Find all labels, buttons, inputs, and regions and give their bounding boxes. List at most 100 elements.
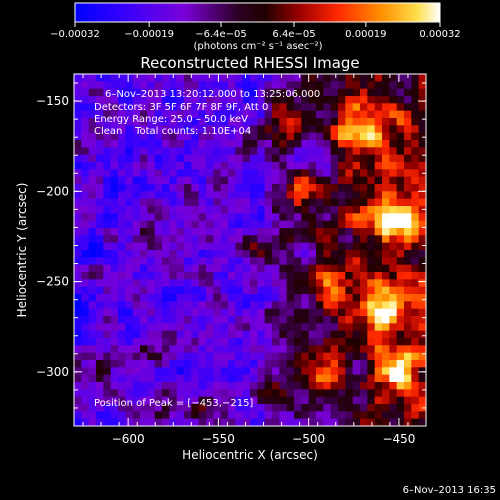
heatmap-cell — [81, 206, 90, 214]
heatmap-cell — [250, 352, 258, 361]
heatmap-cell — [374, 206, 383, 214]
heatmap-cell — [132, 154, 141, 163]
heatmap-cell — [374, 154, 383, 163]
heatmap-cell — [294, 411, 302, 420]
heatmap-cell — [140, 345, 148, 354]
heatmap-cell — [345, 103, 354, 112]
heatmap-cell — [220, 418, 229, 426]
heatmap-cell — [96, 360, 104, 368]
heatmap-cell — [345, 88, 354, 97]
heatmap-cell — [382, 352, 390, 361]
heatmap-cell — [96, 198, 104, 207]
heatmap-cell — [242, 250, 251, 258]
heatmap-cell — [389, 147, 398, 156]
heatmap-cell — [81, 367, 90, 376]
heatmap-cell — [279, 323, 288, 332]
heatmap-cell — [96, 140, 104, 148]
heatmap-cell — [81, 140, 90, 148]
heatmap-cell — [74, 110, 82, 119]
heatmap-cell — [198, 103, 207, 112]
heatmap-cell — [345, 140, 354, 148]
heatmap-cell — [330, 308, 339, 317]
heatmap-cell — [169, 330, 178, 339]
heatmap-cell — [323, 360, 332, 368]
heatmap-cell — [184, 374, 192, 383]
heatmap-cell — [88, 88, 97, 97]
heatmap-cell — [198, 169, 207, 178]
heatmap-cell — [162, 140, 170, 148]
heatmap-cell — [374, 132, 383, 141]
heatmap-cell — [272, 81, 280, 90]
heatmap-cell — [404, 220, 412, 229]
heatmap-cell — [367, 264, 376, 273]
heatmap-cell — [147, 118, 156, 126]
heatmap-cell — [286, 213, 295, 222]
heatmap-cell — [110, 242, 119, 251]
heatmap-cell — [404, 396, 412, 405]
heatmap-cell — [140, 169, 148, 178]
heatmap-cell — [162, 301, 170, 310]
heatmap-cell — [96, 162, 104, 170]
heatmap-cell — [345, 191, 354, 200]
heatmap-cell — [374, 96, 383, 104]
heatmap-cell — [330, 411, 339, 420]
heatmap-cell — [264, 154, 273, 163]
heatmap-cell — [132, 345, 141, 354]
heatmap-cell — [301, 213, 310, 222]
heatmap-cell — [169, 228, 178, 236]
heatmap-cell — [132, 184, 141, 192]
heatmap-cell — [198, 125, 207, 134]
heatmap-cell — [235, 250, 244, 258]
heatmap-cell — [411, 367, 420, 376]
heatmap-cell — [352, 125, 361, 134]
heatmap-cell — [125, 272, 134, 280]
heatmap-cell — [74, 257, 82, 266]
heatmap-cell — [330, 279, 339, 288]
heatmap-cell — [418, 198, 426, 207]
heatmap-cell — [301, 389, 310, 398]
heatmap-cell — [411, 264, 420, 273]
heatmap-cell — [264, 360, 273, 368]
heatmap-cell — [389, 345, 398, 354]
heatmap-cell — [118, 206, 126, 214]
heatmap-cell — [382, 81, 390, 90]
heatmap-cell — [228, 125, 236, 134]
heatmap-cell — [411, 213, 420, 222]
heatmap-cell — [418, 352, 426, 361]
heatmap-cell — [176, 294, 185, 302]
heatmap-cell — [125, 118, 134, 126]
heatmap-cell — [396, 235, 405, 244]
heatmap-cell — [389, 338, 398, 346]
heatmap-cell — [389, 110, 398, 119]
colorbar-tick-label: 0.00019 — [345, 29, 386, 40]
heatmap-cell — [382, 308, 390, 317]
heatmap-cell — [286, 323, 295, 332]
heatmap-cell — [389, 169, 398, 178]
heatmap-cell — [404, 191, 412, 200]
heatmap-cell — [169, 213, 178, 222]
heatmap-cell — [323, 110, 332, 119]
heatmap-cell — [345, 132, 354, 141]
heatmap-cell — [162, 360, 170, 368]
heatmap-cell — [132, 206, 141, 214]
heatmap-cell — [140, 257, 148, 266]
heatmap-cell — [316, 272, 324, 280]
heatmap-cell — [118, 169, 126, 178]
heatmap-cell — [345, 96, 354, 104]
heatmap-cell — [132, 250, 141, 258]
heatmap-cell — [279, 81, 288, 90]
heatmap-cell — [323, 411, 332, 420]
heatmap-cell — [264, 250, 273, 258]
heatmap-cell — [360, 250, 368, 258]
heatmap-cell — [382, 162, 390, 170]
heatmap-cell — [154, 374, 163, 383]
heatmap-cell — [308, 140, 317, 148]
heatmap-cell — [396, 88, 405, 97]
heatmap-cell — [154, 272, 163, 280]
heatmap-cell — [345, 198, 354, 207]
heatmap-cell — [110, 286, 119, 295]
heatmap-cell — [184, 323, 192, 332]
heatmap-cell — [132, 169, 141, 178]
heatmap-cell — [132, 411, 141, 420]
heatmap-cell — [316, 74, 324, 82]
